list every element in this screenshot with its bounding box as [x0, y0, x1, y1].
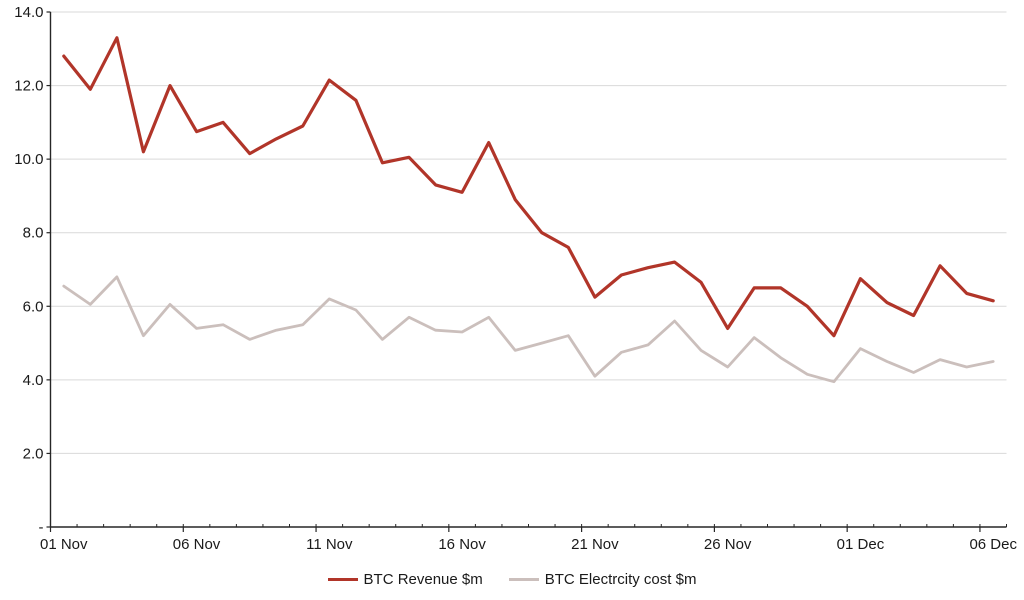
legend-item-electricity: BTC Electrcity cost $m — [508, 570, 697, 588]
x-axis-label: 06 Nov — [173, 536, 221, 553]
y-axis-label: 4.0 — [23, 372, 44, 389]
revenue-line-series — [62, 36, 995, 338]
legend-item-revenue: BTC Revenue $m — [327, 570, 483, 588]
x-axis-label: 01 Nov — [40, 536, 88, 553]
x-axis-label: 01 Dec — [837, 536, 885, 553]
y-axis-label: 2.0 — [23, 445, 44, 462]
electricity-line-series — [62, 275, 995, 384]
x-axis-label: 11 Nov — [306, 536, 353, 553]
y-axis-label: 12.0 — [14, 78, 43, 95]
x-axis-label: 16 Nov — [438, 536, 486, 553]
chart-legend: BTC Revenue $m BTC Electrcity cost $m — [0, 567, 1024, 591]
electricity-line-swatch-icon — [508, 577, 539, 581]
x-axis-label: 26 Nov — [704, 536, 752, 553]
x-axis-label: 06 Dec — [969, 536, 1017, 553]
revenue-line-swatch-icon — [327, 577, 358, 581]
y-axis-label: 14.0 — [14, 4, 43, 21]
y-axis-label: 6.0 — [23, 298, 44, 315]
y-axis-label: 10.0 — [14, 151, 43, 168]
y-axis-label: - — [39, 519, 44, 536]
legend-label-electricity: BTC Electrcity cost $m — [544, 570, 697, 588]
x-axis-label: 21 Nov — [571, 536, 619, 553]
legend-label-revenue: BTC Revenue $m — [363, 570, 483, 588]
y-axis-label: 8.0 — [23, 225, 44, 242]
